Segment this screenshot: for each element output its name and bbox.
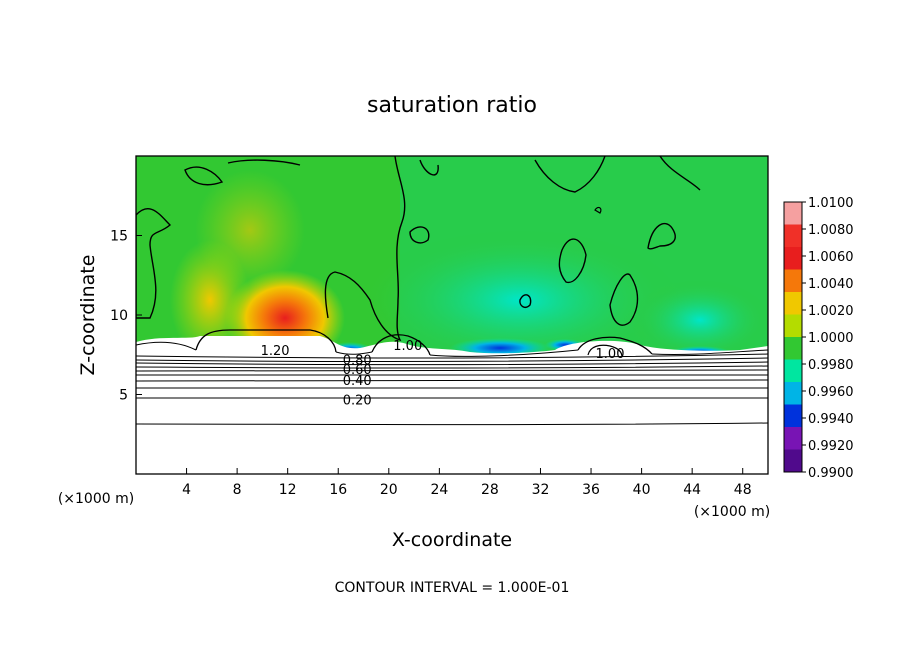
colorbar-swatch bbox=[784, 359, 802, 383]
contour-label: 1.00 bbox=[393, 339, 422, 354]
sparse-isoline-1 bbox=[135, 341, 769, 357]
colorbar-label: 0.9900 bbox=[808, 466, 854, 481]
contour-labels: 1.20 1.00 0.800.600.40 0.20 1.00 bbox=[261, 339, 625, 408]
y-axis-ticks: 5 10 15 bbox=[110, 229, 142, 404]
mountain-contour-1 bbox=[195, 329, 337, 353]
lower-white-field bbox=[136, 358, 768, 474]
colorbar-label: 0.9920 bbox=[808, 439, 854, 454]
x-tick-label: 24 bbox=[430, 482, 448, 498]
contour-1-region-h bbox=[558, 238, 587, 284]
colorbar-label: 0.9960 bbox=[808, 385, 854, 400]
contour-label: 0.80 bbox=[343, 354, 372, 369]
contour-label: 1.00 bbox=[596, 347, 625, 362]
colorbar-swatch bbox=[784, 314, 802, 338]
contour-interval-note: CONTOUR INTERVAL = 1.000E-01 bbox=[335, 580, 570, 596]
y-tick-label: 10 bbox=[110, 308, 128, 324]
contour-1-region-b bbox=[184, 166, 224, 186]
contour-1-region-i bbox=[647, 222, 676, 250]
x-axis-label: X-coordinate bbox=[392, 529, 512, 551]
colorbar-label: 1.0000 bbox=[808, 331, 854, 346]
y-axis-label: Z-coordinate bbox=[77, 255, 99, 376]
contour-1-region-m bbox=[594, 206, 602, 214]
mountain-contour-4 bbox=[587, 344, 623, 358]
contour-label: 0.60 bbox=[343, 363, 372, 378]
x-tick-label: 48 bbox=[734, 482, 752, 498]
colorbar-swatch bbox=[784, 224, 802, 248]
chart-title: saturation ratio bbox=[367, 93, 537, 118]
x-tick-label: 40 bbox=[633, 482, 651, 498]
colorbar-label: 1.0040 bbox=[808, 277, 854, 292]
colorbar-label: 0.9980 bbox=[808, 358, 854, 373]
colorbar-swatch bbox=[784, 382, 802, 405]
warm-region-upper bbox=[195, 170, 305, 290]
cyan-region-east bbox=[630, 280, 768, 358]
x-axis-ticks: 4 8 12 16 20 24 28 32 36 40 44 48 bbox=[182, 468, 752, 498]
contour-1-region-k bbox=[659, 156, 701, 191]
colorbar-label: 0.9940 bbox=[808, 412, 854, 427]
colorbar-swatch bbox=[784, 247, 802, 270]
colorbar-swatch bbox=[784, 449, 802, 473]
x-tick-label: 4 bbox=[182, 482, 191, 498]
contour-1-region-c bbox=[227, 159, 301, 166]
x-tick-label: 32 bbox=[532, 482, 550, 498]
x-tick-label: 16 bbox=[329, 482, 347, 498]
x-tick-label: 12 bbox=[279, 482, 297, 498]
y-tick-label: 5 bbox=[119, 388, 128, 404]
colorbar-swatch bbox=[784, 427, 802, 450]
colorbar-label: 1.0080 bbox=[808, 223, 854, 238]
contour-label: 0.40 bbox=[343, 374, 372, 389]
contour-1-region-d bbox=[324, 156, 406, 342]
cyan-region bbox=[360, 230, 680, 358]
y-axis-unit: (×1000 m) bbox=[58, 491, 134, 507]
contour-1-region-j bbox=[609, 273, 639, 326]
contour-label: 1.20 bbox=[261, 344, 290, 359]
mountain-contour-2 bbox=[371, 334, 431, 356]
colorbar-swatch bbox=[784, 404, 802, 428]
colorbar-swatch bbox=[784, 202, 802, 225]
colorbar-swatch bbox=[784, 337, 802, 360]
x-tick-label: 20 bbox=[380, 482, 398, 498]
colorbar-swatch bbox=[784, 269, 802, 293]
x-tick-label: 8 bbox=[233, 482, 242, 498]
contour-1-region-e bbox=[409, 226, 430, 244]
contour-1-region-l bbox=[519, 294, 532, 308]
mountain-contour-3 bbox=[577, 336, 653, 355]
x-tick-label: 36 bbox=[582, 482, 600, 498]
contour-1-region-f bbox=[419, 159, 439, 176]
colorbar: 1.0100 1.0080 1.0060 1.0040 1.0020 1.0000 0.99… bbox=[783, 196, 854, 481]
colorbar-label: 1.0100 bbox=[808, 196, 854, 211]
x-tick-label: 28 bbox=[481, 482, 499, 498]
contour-label: 0.20 bbox=[343, 393, 372, 408]
colorbar-label: 1.0020 bbox=[808, 304, 854, 319]
y-tick-label: 15 bbox=[110, 229, 128, 245]
plot-area: 1.20 1.00 0.800.600.40 0.20 1.00 bbox=[135, 155, 769, 475]
x-tick-label: 44 bbox=[683, 482, 701, 498]
saturation-field bbox=[136, 156, 768, 358]
colorbar-label: 1.0060 bbox=[808, 250, 854, 265]
x-axis-unit: (×1000 m) bbox=[694, 504, 770, 520]
stable-layer-top bbox=[136, 336, 768, 360]
contour-1-region-g bbox=[534, 156, 606, 193]
contour-1-region-a bbox=[136, 208, 172, 319]
colorbar-swatch bbox=[784, 292, 802, 315]
